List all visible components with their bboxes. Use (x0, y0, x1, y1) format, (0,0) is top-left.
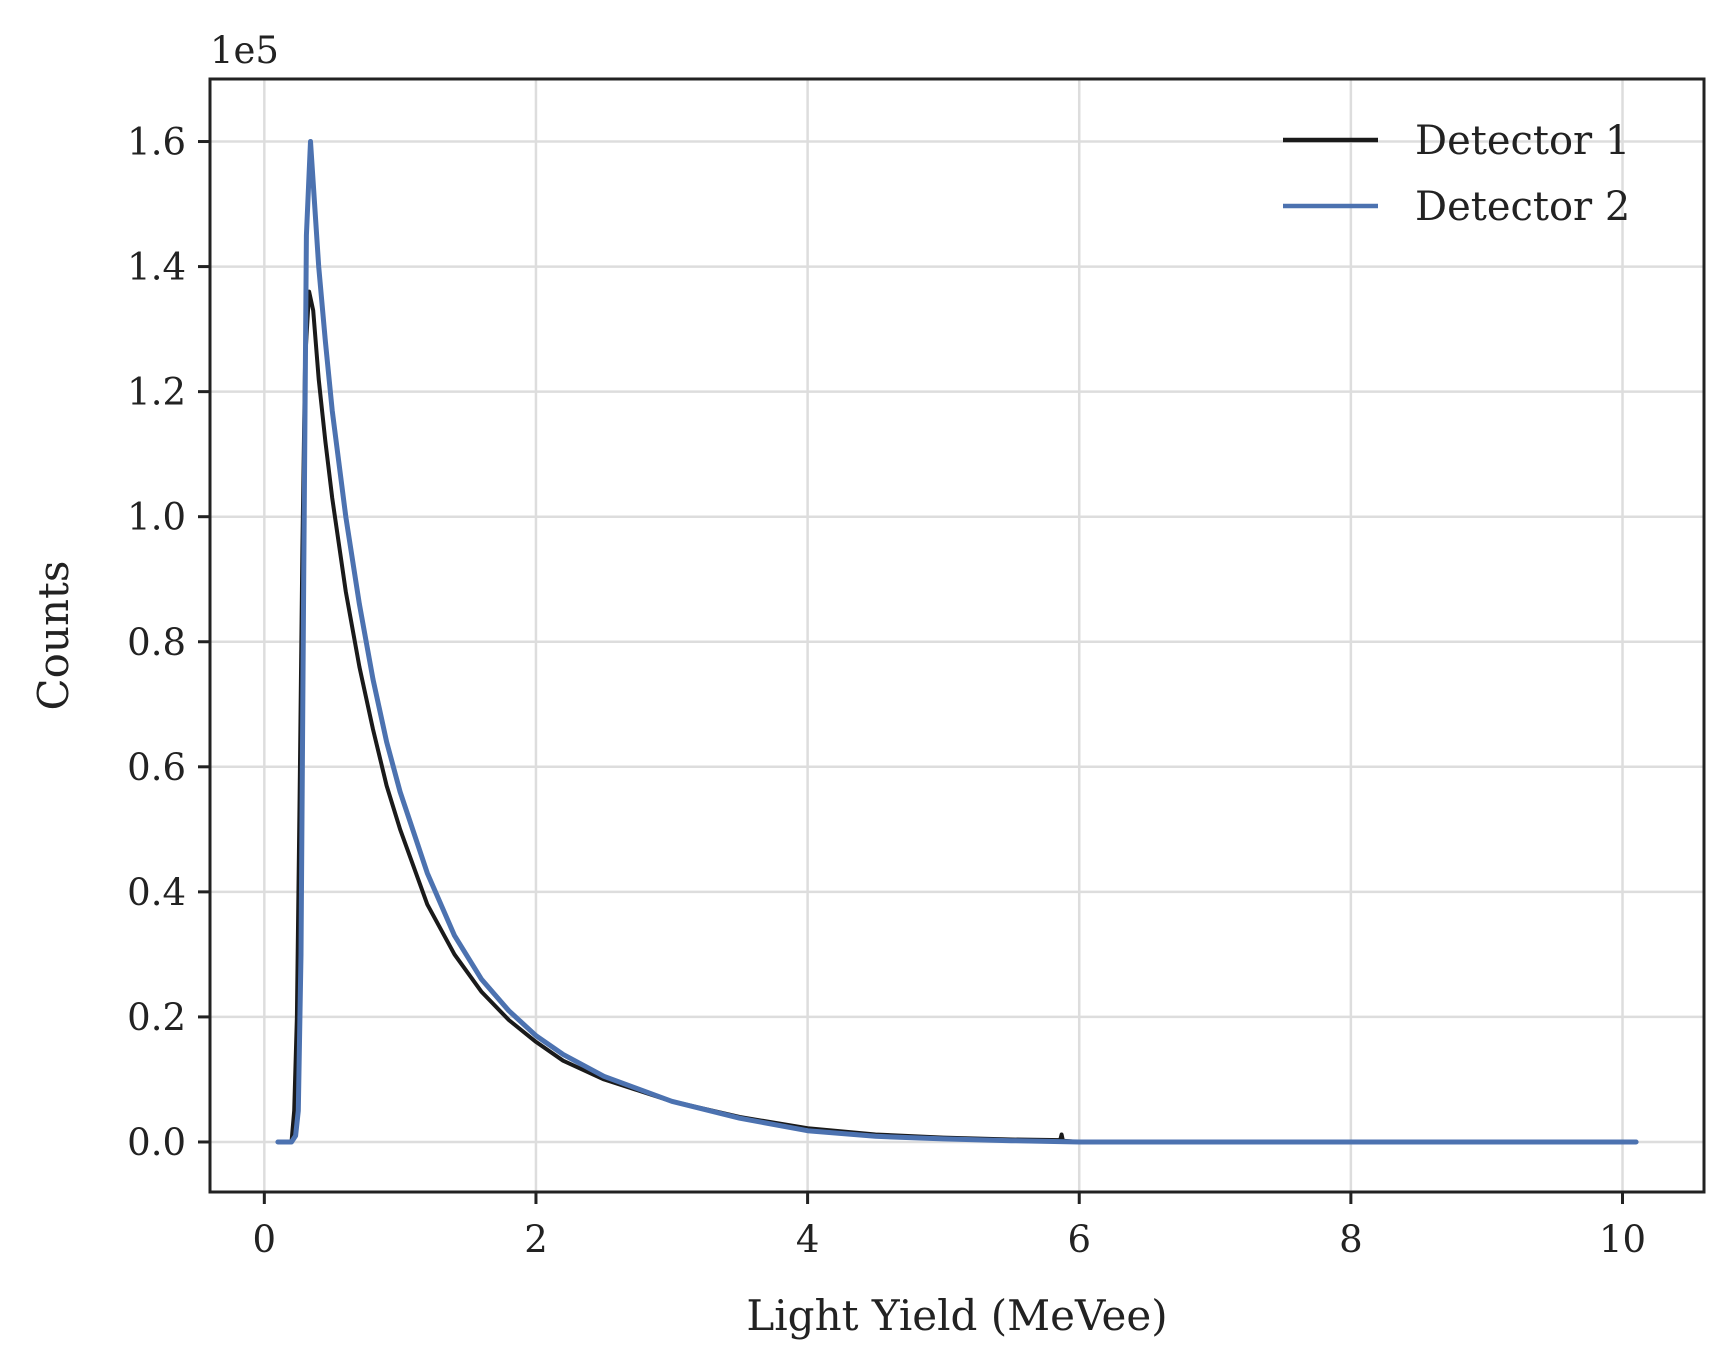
x-tick-label: 6 (1067, 1218, 1091, 1261)
series-line-detector-2 (275, 139, 1639, 1145)
x-axis-label: Light Yield (MeVee) (746, 1291, 1167, 1340)
series-layer (275, 139, 1639, 1145)
y-tick-label: 1.4 (127, 246, 186, 289)
y-tick-label: 1.0 (127, 496, 186, 539)
x-tick-label: 2 (524, 1218, 548, 1261)
x-tick-label: 4 (796, 1218, 820, 1261)
y-tick-label: 0.0 (127, 1121, 186, 1164)
y-tick-label: 0.8 (127, 621, 186, 664)
y-axis-label: Counts (29, 561, 78, 711)
y-tick-label: 0.4 (127, 871, 186, 914)
y-tick-label: 0.2 (127, 996, 186, 1039)
x-tick-label: 8 (1339, 1218, 1363, 1261)
plot-frame (208, 77, 1706, 1194)
y-tick-label: 1.6 (127, 121, 186, 164)
legend-label: Detector 1 (1415, 118, 1630, 164)
grid (210, 79, 1704, 1192)
x-tick-label: 10 (1599, 1218, 1646, 1261)
y-tick-label: 1.2 (127, 371, 186, 414)
y-tick-label: 0.6 (127, 746, 186, 789)
ticks: 0 2 4 6 8 10 0.0 0.2 0.4 0.6 0.8 1.0 1.2 1.4 1.6 (127, 121, 1646, 1261)
x-tick-label: 0 (253, 1218, 277, 1261)
legend: Detector 1 Detector 2 (1283, 118, 1630, 230)
y-offset-label: 1e5 (210, 29, 279, 72)
legend-label: Detector 2 (1415, 184, 1630, 230)
